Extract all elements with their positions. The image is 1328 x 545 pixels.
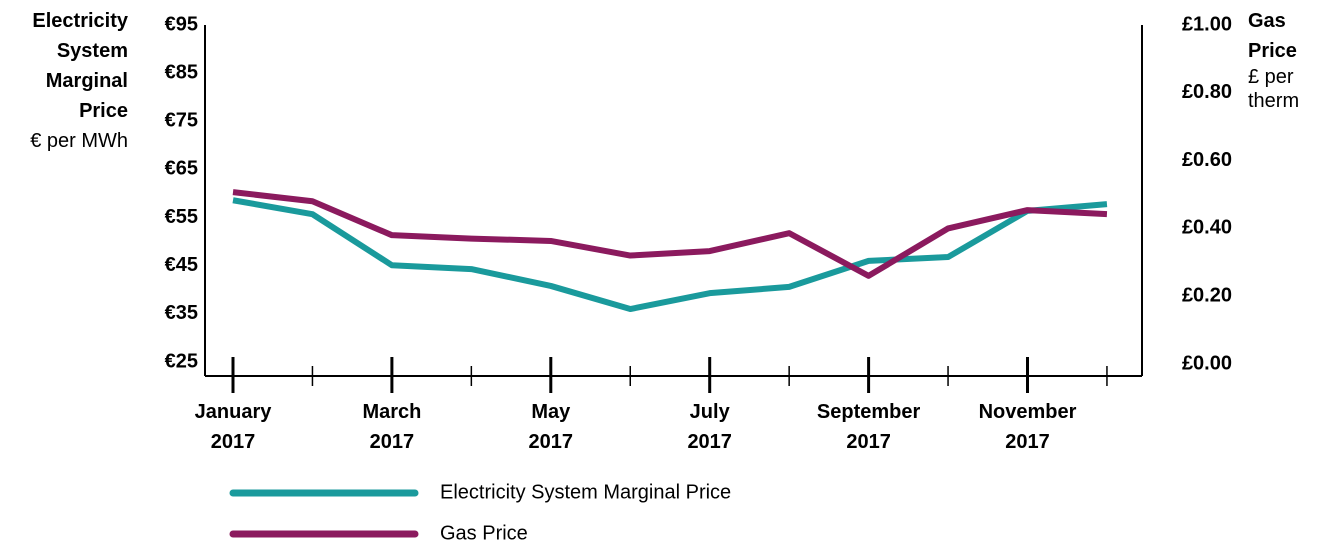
- y2-axis-title: Gas Price: [1248, 10, 1297, 62]
- y2-axis-unit: £ per therm: [1248, 66, 1299, 112]
- legend-label: Gas Price: [440, 522, 528, 544]
- y-tick-label: €95: [165, 13, 198, 35]
- y2-tick-label: £0.40: [1182, 217, 1232, 239]
- x-tick-label: November 2017: [979, 401, 1077, 453]
- x-tick-label: January 2017: [195, 401, 273, 453]
- x-tick-label: September 2017: [817, 401, 921, 453]
- y-tick-label: €65: [165, 158, 198, 180]
- y-tick-label: €85: [165, 61, 198, 83]
- x-tick-label: March 2017: [362, 401, 421, 453]
- y-axis-title: Electricity System Marginal Price: [32, 10, 128, 122]
- y-tick-label: €25: [165, 350, 198, 372]
- series-line: [232, 189, 1108, 279]
- y2-tick-label: £0.80: [1182, 81, 1232, 103]
- y-tick-label: €75: [165, 110, 198, 132]
- series-line: [232, 197, 1108, 313]
- y2-tick-label: £0.60: [1182, 149, 1232, 171]
- y-tick-label: €55: [165, 206, 198, 228]
- y2-tick-label: £0.20: [1182, 284, 1232, 306]
- y2-tick-label: £0.00: [1182, 352, 1232, 374]
- y2-tick-label: £1.00: [1182, 13, 1232, 35]
- x-tick-label: July 2017: [687, 401, 732, 453]
- y-tick-label: €35: [165, 302, 198, 324]
- y-tick-label: €45: [165, 254, 198, 276]
- y-axis-unit: € per MWh: [30, 130, 128, 152]
- x-tick-label: May 2017: [529, 401, 574, 453]
- legend-label: Electricity System Marginal Price: [440, 481, 731, 503]
